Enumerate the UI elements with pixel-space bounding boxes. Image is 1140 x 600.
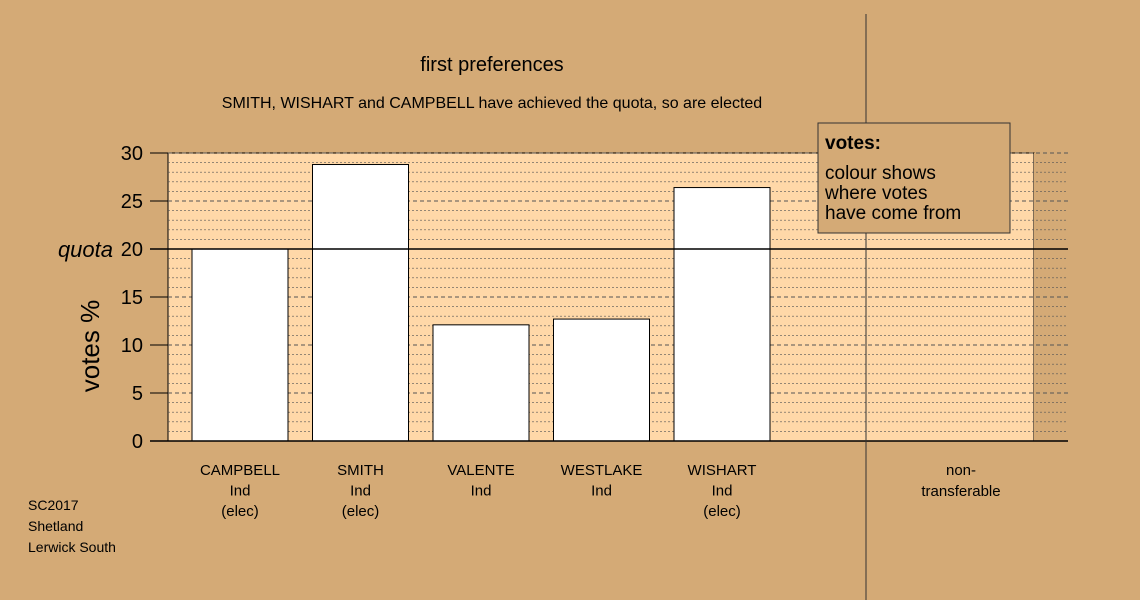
x-axis-labels: CAMPBELL Ind (elec) SMITH Ind (elec) VALENTE In…: [200, 462, 756, 520]
y-tick-label: 15: [121, 287, 143, 309]
chart-subtitle: SMITH, WISHART and CAMPBELL have achieve…: [222, 95, 762, 112]
y-tick-label: 0: [132, 431, 143, 453]
x-label-name: WISHART: [688, 462, 757, 479]
legend-line: have come from: [825, 203, 961, 224]
x-label-name: VALENTE: [447, 462, 514, 479]
x-label-party: Ind: [712, 483, 733, 500]
footer-line2: Shetland: [28, 518, 83, 534]
y-tick-label: 10: [121, 335, 143, 357]
quota-label: quota: [58, 237, 113, 262]
y-axis-ticks: 0 5 10 15 20 25 30: [121, 143, 168, 453]
bar-campbell: [191, 248, 289, 442]
x-label-status: (elec): [703, 503, 741, 520]
x-label-party: Ind: [471, 483, 492, 500]
legend-line: where votes: [824, 183, 927, 204]
footer-line3: Lerwick South: [28, 539, 116, 555]
y-tick-label: 20: [121, 239, 143, 261]
legend-title: votes:: [825, 133, 881, 154]
bars: [191, 164, 771, 442]
bar-westlake: [553, 318, 650, 442]
x-label-name: WESTLAKE: [561, 462, 643, 479]
x-label-party: Ind: [350, 483, 371, 500]
x-label-party: Ind: [591, 483, 612, 500]
x-label-name: CAMPBELL: [200, 462, 280, 479]
x-label-party: Ind: [230, 483, 251, 500]
y-tick-label: 25: [121, 191, 143, 213]
footer-line1: SC2017: [28, 497, 79, 513]
legend-box: [817, 122, 1011, 234]
x-label-status: (elec): [221, 503, 259, 520]
legend: votes: colour shows where votes have com…: [817, 122, 1011, 234]
y-tick-label: 30: [121, 143, 143, 165]
non-transferable-label-line2: transferable: [921, 483, 1000, 500]
y-tick-label: 5: [132, 383, 143, 405]
bar-wishart: [673, 187, 771, 442]
y-axis-label: votes %: [75, 300, 105, 393]
bar-valente: [432, 324, 530, 442]
non-transferable-label-line1: non-: [946, 462, 976, 479]
legend-line: colour shows: [825, 163, 936, 184]
chart-title: first preferences: [420, 54, 563, 76]
x-label-name: SMITH: [337, 462, 384, 479]
bar-smith: [312, 164, 409, 442]
x-label-status: (elec): [342, 503, 380, 520]
